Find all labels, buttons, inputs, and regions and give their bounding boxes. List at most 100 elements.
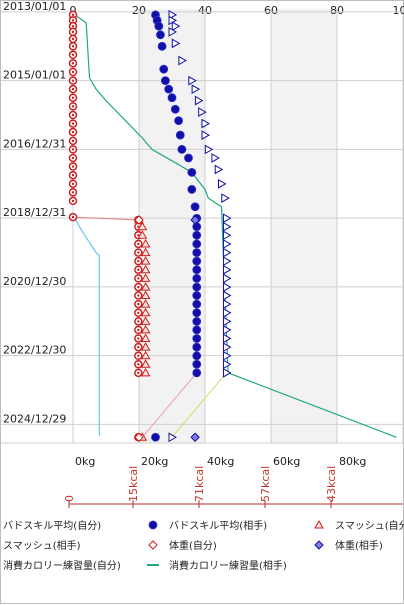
data-point xyxy=(193,257,201,265)
legend-label: スマッシュ(自分) xyxy=(335,519,404,532)
data-point xyxy=(193,266,201,274)
data-point xyxy=(223,223,230,231)
data-point-core xyxy=(137,355,139,357)
data-point xyxy=(212,154,219,162)
data-point xyxy=(223,309,230,317)
data-point xyxy=(223,317,230,325)
data-point-core xyxy=(72,174,74,176)
data-point-core xyxy=(137,320,139,322)
calorie-tick-label: 57kcal xyxy=(259,466,272,502)
data-point xyxy=(223,214,230,222)
data-point xyxy=(193,292,201,300)
x-tick-label-bottom: 80kg xyxy=(339,455,366,468)
data-point xyxy=(171,105,179,113)
y-tick-label: 2013/01/01 xyxy=(3,1,66,13)
data-point-core xyxy=(72,62,74,64)
data-point-core xyxy=(137,303,139,305)
data-point xyxy=(178,145,186,153)
data-point-core xyxy=(72,148,74,150)
data-point xyxy=(193,274,201,282)
y-tick-label: 2022/12/30 xyxy=(3,344,66,357)
data-point xyxy=(223,292,230,300)
data-point-core xyxy=(72,25,74,27)
x-tick-label-top: 20 xyxy=(132,4,146,17)
series-line xyxy=(75,15,397,437)
data-point-core xyxy=(72,14,74,16)
x-tick-label-bottom: 0kg xyxy=(75,455,95,468)
data-point-core xyxy=(72,114,74,116)
data-point xyxy=(223,231,230,239)
data-point xyxy=(176,131,184,139)
data-point xyxy=(193,223,201,231)
legend-label: 消費カロリー練習量(相手) xyxy=(169,559,287,572)
data-point xyxy=(152,433,160,441)
legend-symbol xyxy=(315,521,323,528)
series-line xyxy=(75,218,100,436)
data-point xyxy=(155,22,163,30)
data-point xyxy=(223,283,230,291)
data-point xyxy=(193,283,201,291)
data-point-core xyxy=(72,200,74,202)
data-point xyxy=(223,266,230,274)
data-point-core xyxy=(72,191,74,193)
legend-symbol xyxy=(315,541,323,549)
legend-label: 消費カロリー練習量(自分) xyxy=(3,559,121,572)
x-tick-label-top: 80 xyxy=(330,4,344,17)
data-point xyxy=(223,257,230,265)
data-point-core xyxy=(72,140,74,142)
data-point-core xyxy=(137,243,139,245)
data-point-core xyxy=(72,105,74,107)
data-point xyxy=(193,231,201,239)
data-point-core xyxy=(72,71,74,73)
calorie-tick-label: 15kcal xyxy=(127,466,140,502)
calorie-tick-label: 0 xyxy=(63,495,76,502)
data-point-core xyxy=(137,286,139,288)
data-point-core xyxy=(72,38,74,40)
data-point xyxy=(193,326,201,334)
shaded-band xyxy=(271,9,337,443)
data-point xyxy=(161,77,169,85)
data-point-core xyxy=(137,294,139,296)
data-point xyxy=(193,249,201,257)
data-point xyxy=(165,85,173,93)
data-point xyxy=(188,185,196,193)
data-point-core xyxy=(72,88,74,90)
data-point xyxy=(223,240,230,248)
x-tick-label-bottom: 20kg xyxy=(141,455,168,468)
data-point xyxy=(193,369,201,377)
data-point-core xyxy=(137,372,139,374)
data-point xyxy=(160,65,168,73)
data-point-core xyxy=(137,269,139,271)
x-tick-label-top: 100 xyxy=(393,4,404,17)
data-point-core xyxy=(72,183,74,185)
legend-label: 体重(自分) xyxy=(169,539,217,552)
data-point-core xyxy=(72,165,74,167)
data-point xyxy=(193,300,201,308)
data-point-core xyxy=(137,277,139,279)
y-tick-label: 2024/12/29 xyxy=(3,412,66,425)
legend-label: 体重(相手) xyxy=(335,539,383,552)
x-tick-label-top: 40 xyxy=(198,4,212,17)
x-tick-label-bottom: 40kg xyxy=(207,455,234,468)
data-point-core xyxy=(72,131,74,133)
data-point xyxy=(223,369,230,377)
data-point xyxy=(223,300,230,308)
legend-label: バドスキル平均(相手) xyxy=(169,519,267,532)
data-point xyxy=(193,309,201,317)
data-point xyxy=(223,274,230,282)
data-point-core xyxy=(72,157,74,159)
data-point xyxy=(156,31,164,39)
calorie-tick-label: 71kcal xyxy=(193,466,206,502)
legend-label: バドスキル平均(自分) xyxy=(3,519,101,532)
y-tick-label: 2020/12/30 xyxy=(3,275,66,288)
y-tick-label: 2016/12/31 xyxy=(3,137,66,150)
data-point xyxy=(168,94,176,102)
data-point xyxy=(193,360,201,368)
data-point xyxy=(158,42,166,50)
data-point xyxy=(193,343,201,351)
data-point-core xyxy=(137,346,139,348)
data-point xyxy=(175,117,183,125)
data-point-core xyxy=(137,363,139,365)
data-point xyxy=(185,154,193,162)
